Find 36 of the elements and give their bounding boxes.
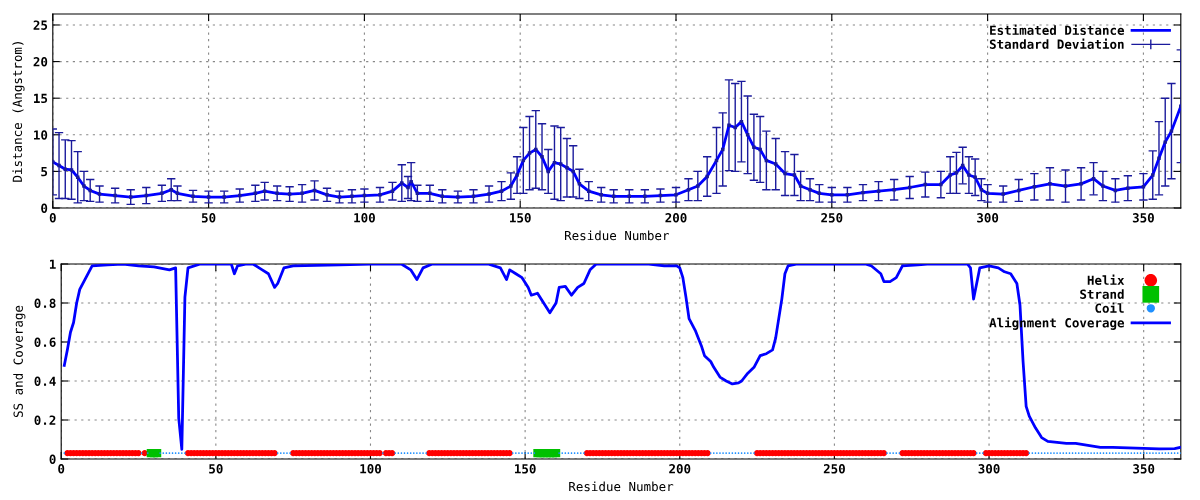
x-axis-title: Residue Number [569, 481, 674, 492]
y-tick-label: 0 [41, 203, 48, 213]
x-tick-label: 0 [58, 464, 65, 474]
x-tick-label: 200 [669, 464, 691, 474]
y-tick-label: 0.2 [34, 415, 56, 425]
x-axis-title: Residue Number [565, 230, 669, 241]
y-tick-label: 0.4 [34, 376, 56, 386]
x-tick-label: 150 [510, 213, 531, 223]
y-tick-label: 25 [33, 20, 48, 30]
legend-label: Strand [1080, 289, 1124, 299]
y-tick-label: 15 [34, 93, 48, 104]
x-tick-label: 50 [201, 213, 216, 223]
x-tick-label: 350 [1132, 213, 1154, 223]
x-tick-label: 50 [209, 464, 223, 474]
x-tick-label: 100 [354, 213, 375, 223]
legend-label: Coil [1095, 302, 1124, 313]
x-tick-label: 350 [1133, 464, 1155, 474]
x-tick-label: 300 [978, 464, 1000, 474]
x-tick-label: 150 [514, 464, 536, 474]
x-tick-label: 300 [977, 213, 999, 223]
legend-label: Estimated Distance [990, 24, 1125, 35]
y-tick-label: 0.8 [34, 298, 56, 308]
y-axis-title: Distance (Angstrom) [12, 42, 25, 182]
x-tick-label: 100 [360, 464, 382, 474]
x-tick-label: 250 [823, 464, 845, 474]
x-tick-label: 200 [665, 213, 687, 223]
legend-label: Helix [1087, 274, 1125, 285]
y-tick-label: 0.6 [34, 337, 56, 347]
y-tick-label: 10 [34, 130, 48, 140]
y-tick-label: 5 [41, 167, 48, 177]
legend-label: Standard Deviation [989, 38, 1124, 49]
y-axis-title: SS and Coverage [13, 305, 26, 418]
y-tick-label: 1 [49, 259, 56, 269]
x-tick-label: 250 [821, 213, 843, 223]
y-tick-label: 0 [49, 454, 56, 464]
y-tick-label: 20 [33, 57, 48, 67]
